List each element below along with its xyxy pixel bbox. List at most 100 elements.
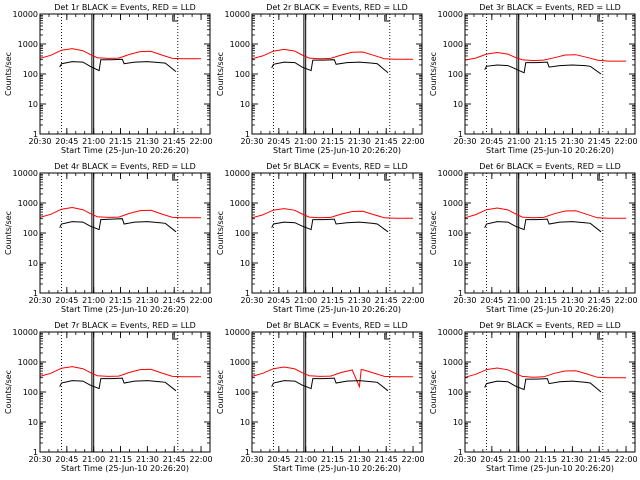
x-axis-label: Start Time (25-Jun-10 20:26:20) [273, 305, 401, 314]
detector-panel: Det 7r BLACK = Events, RED = LLD 1 10 100 10… [4, 321, 213, 473]
y-axis-label: Counts/sec [216, 52, 225, 96]
events-series-line [59, 377, 177, 392]
corner-marker [597, 333, 603, 340]
x-tick-label: 21:45 [375, 296, 398, 305]
y-tick-label: 1000 [18, 358, 38, 367]
plot-frame [464, 172, 636, 294]
x-tick-label: 22:00 [402, 455, 425, 464]
x-tick-label: 21:45 [163, 296, 186, 305]
y-tick-label: 100 [235, 229, 250, 238]
corner-marker [597, 15, 603, 22]
y-tick-label: 1 [245, 289, 250, 298]
x-tick-label: 21:45 [163, 137, 186, 146]
corner-marker [384, 15, 390, 22]
x-tick-label: 21:00 [82, 137, 105, 146]
x-tick-label: 22:00 [190, 455, 213, 464]
panel-title: Det 7r BLACK = Events, RED = LLD [54, 321, 196, 330]
plot-frame [464, 331, 636, 453]
plot-frame [251, 13, 423, 135]
events-series-line [484, 218, 602, 233]
x-tick-label: 21:15 [534, 455, 557, 464]
x-tick-label: 21:30 [561, 455, 584, 464]
panel-title: Det 6r BLACK = Events, RED = LLD [479, 162, 621, 171]
x-tick-label: 20:30 [28, 455, 51, 464]
y-axis-label: Counts/sec [429, 370, 438, 414]
x-tick-label: 21:15 [534, 137, 557, 146]
y-tick-label: 1 [458, 130, 463, 139]
x-axis-label: Start Time (25-Jun-10 20:26:20) [61, 464, 189, 473]
x-tick-label: 21:45 [375, 137, 398, 146]
y-tick-label: 100 [448, 70, 463, 79]
x-tick-label: 20:45 [480, 296, 503, 305]
y-tick-label: 1000 [230, 358, 250, 367]
x-tick-label: 20:30 [453, 137, 476, 146]
detector-panel: Det 4r BLACK = Events, RED = LLD 1 10 100 10… [4, 162, 213, 314]
panel-title: Det 1r BLACK = Events, RED = LLD [54, 3, 196, 12]
x-tick-label: 21:00 [507, 137, 530, 146]
x-tick-label: 21:30 [348, 455, 371, 464]
y-tick-label: 10000 [225, 10, 250, 19]
x-tick-label: 21:00 [294, 137, 317, 146]
y-tick-label: 1000 [18, 199, 38, 208]
y-axis-label: Counts/sec [216, 211, 225, 255]
y-tick-label: 1 [33, 289, 38, 298]
y-axis-label: Counts/sec [4, 370, 13, 414]
plot-frame [39, 331, 211, 453]
x-tick-label: 21:15 [321, 296, 344, 305]
y-tick-label: 10 [240, 100, 250, 109]
x-axis-label: Start Time (25-Jun-10 20:26:20) [61, 305, 189, 314]
y-tick-label: 100 [23, 229, 38, 238]
corner-marker [172, 174, 178, 181]
corner-marker [172, 333, 178, 340]
x-tick-label: 22:00 [402, 296, 425, 305]
plot-frame [39, 172, 211, 294]
events-series-line [484, 61, 602, 75]
events-series-line [59, 218, 177, 233]
y-tick-label: 1 [245, 448, 250, 457]
y-tick-label: 10000 [438, 328, 463, 337]
y-tick-label: 100 [235, 388, 250, 397]
y-tick-label: 100 [448, 388, 463, 397]
y-tick-label: 1000 [18, 40, 38, 49]
lld-series-line [251, 366, 414, 389]
y-tick-label: 10000 [13, 169, 38, 178]
x-tick-label: 20:30 [240, 137, 263, 146]
events-series-line [59, 58, 177, 72]
y-axis-label: Counts/sec [216, 370, 225, 414]
y-tick-label: 1000 [443, 40, 463, 49]
y-axis-label: Counts/sec [429, 52, 438, 96]
x-tick-label: 20:30 [240, 455, 263, 464]
detector-panel: Det 5r BLACK = Events, RED = LLD 1 10 100 10… [216, 162, 425, 314]
x-tick-label: 20:30 [28, 296, 51, 305]
y-tick-label: 100 [23, 388, 38, 397]
lld-series-line [39, 206, 202, 219]
x-tick-label: 22:00 [190, 137, 213, 146]
events-series-line [271, 218, 389, 233]
y-tick-label: 1 [458, 448, 463, 457]
y-tick-label: 10 [28, 100, 38, 109]
y-tick-label: 1 [458, 289, 463, 298]
lld-series-line [464, 51, 627, 62]
x-tick-label: 22:00 [615, 137, 638, 146]
x-tick-label: 21:30 [348, 296, 371, 305]
x-tick-label: 21:00 [507, 455, 530, 464]
plot-frame [464, 13, 636, 135]
x-tick-label: 21:00 [294, 455, 317, 464]
y-tick-label: 10000 [13, 328, 38, 337]
x-tick-label: 21:15 [321, 137, 344, 146]
y-tick-label: 10 [453, 418, 463, 427]
y-tick-label: 1 [245, 130, 250, 139]
corner-marker [384, 333, 390, 340]
x-tick-label: 21:15 [109, 455, 132, 464]
x-axis-label: Start Time (25-Jun-10 20:26:20) [486, 146, 614, 155]
detector-panel: Det 8r BLACK = Events, RED = LLD 1 10 100 10… [216, 321, 425, 473]
y-tick-label: 10 [28, 418, 38, 427]
x-tick-label: 20:30 [453, 455, 476, 464]
y-tick-label: 10 [240, 418, 250, 427]
x-tick-label: 20:45 [267, 137, 290, 146]
y-tick-label: 10 [453, 259, 463, 268]
lld-series-line [464, 207, 627, 219]
lld-series-line [39, 366, 202, 378]
plot-frame [251, 172, 423, 294]
